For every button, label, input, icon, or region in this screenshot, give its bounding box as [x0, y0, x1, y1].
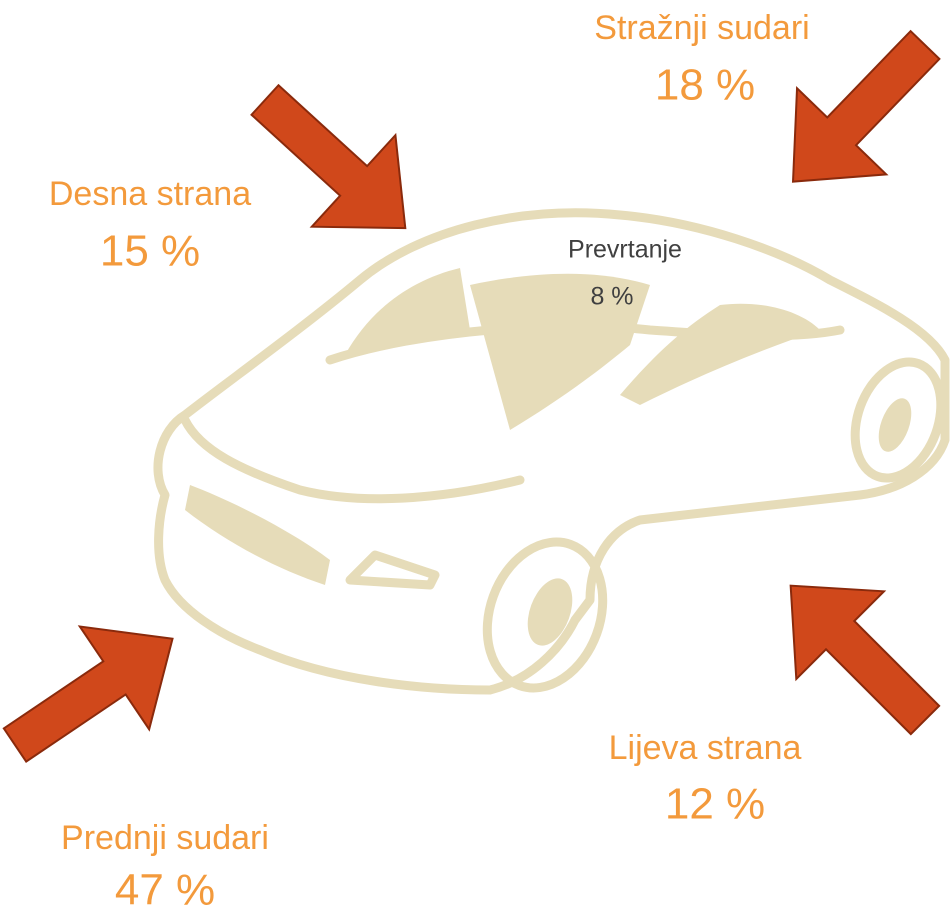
arrow	[223, 54, 447, 274]
callout-label: Lijeva strana	[609, 729, 802, 767]
callout-value: 15 %	[100, 227, 200, 276]
wheel-hub	[519, 572, 581, 651]
wheel-hub	[872, 394, 917, 456]
arrow	[0, 587, 207, 796]
callout-label: Prednji sudari	[61, 819, 269, 857]
grille	[185, 485, 330, 585]
callout-value: 8 %	[590, 283, 633, 311]
callout-label: Stražnji sudari	[594, 9, 809, 47]
callout-label: Prevrtanje	[568, 236, 682, 264]
callout-value: 18 %	[655, 61, 755, 110]
callout-value: 12 %	[665, 780, 765, 829]
callout-value: 47 %	[115, 866, 215, 915]
infographic: Stražnji sudari 18 % Desna strana 15 % P…	[0, 0, 950, 915]
callout-label: Desna strana	[49, 175, 251, 213]
rear-window	[620, 304, 820, 405]
